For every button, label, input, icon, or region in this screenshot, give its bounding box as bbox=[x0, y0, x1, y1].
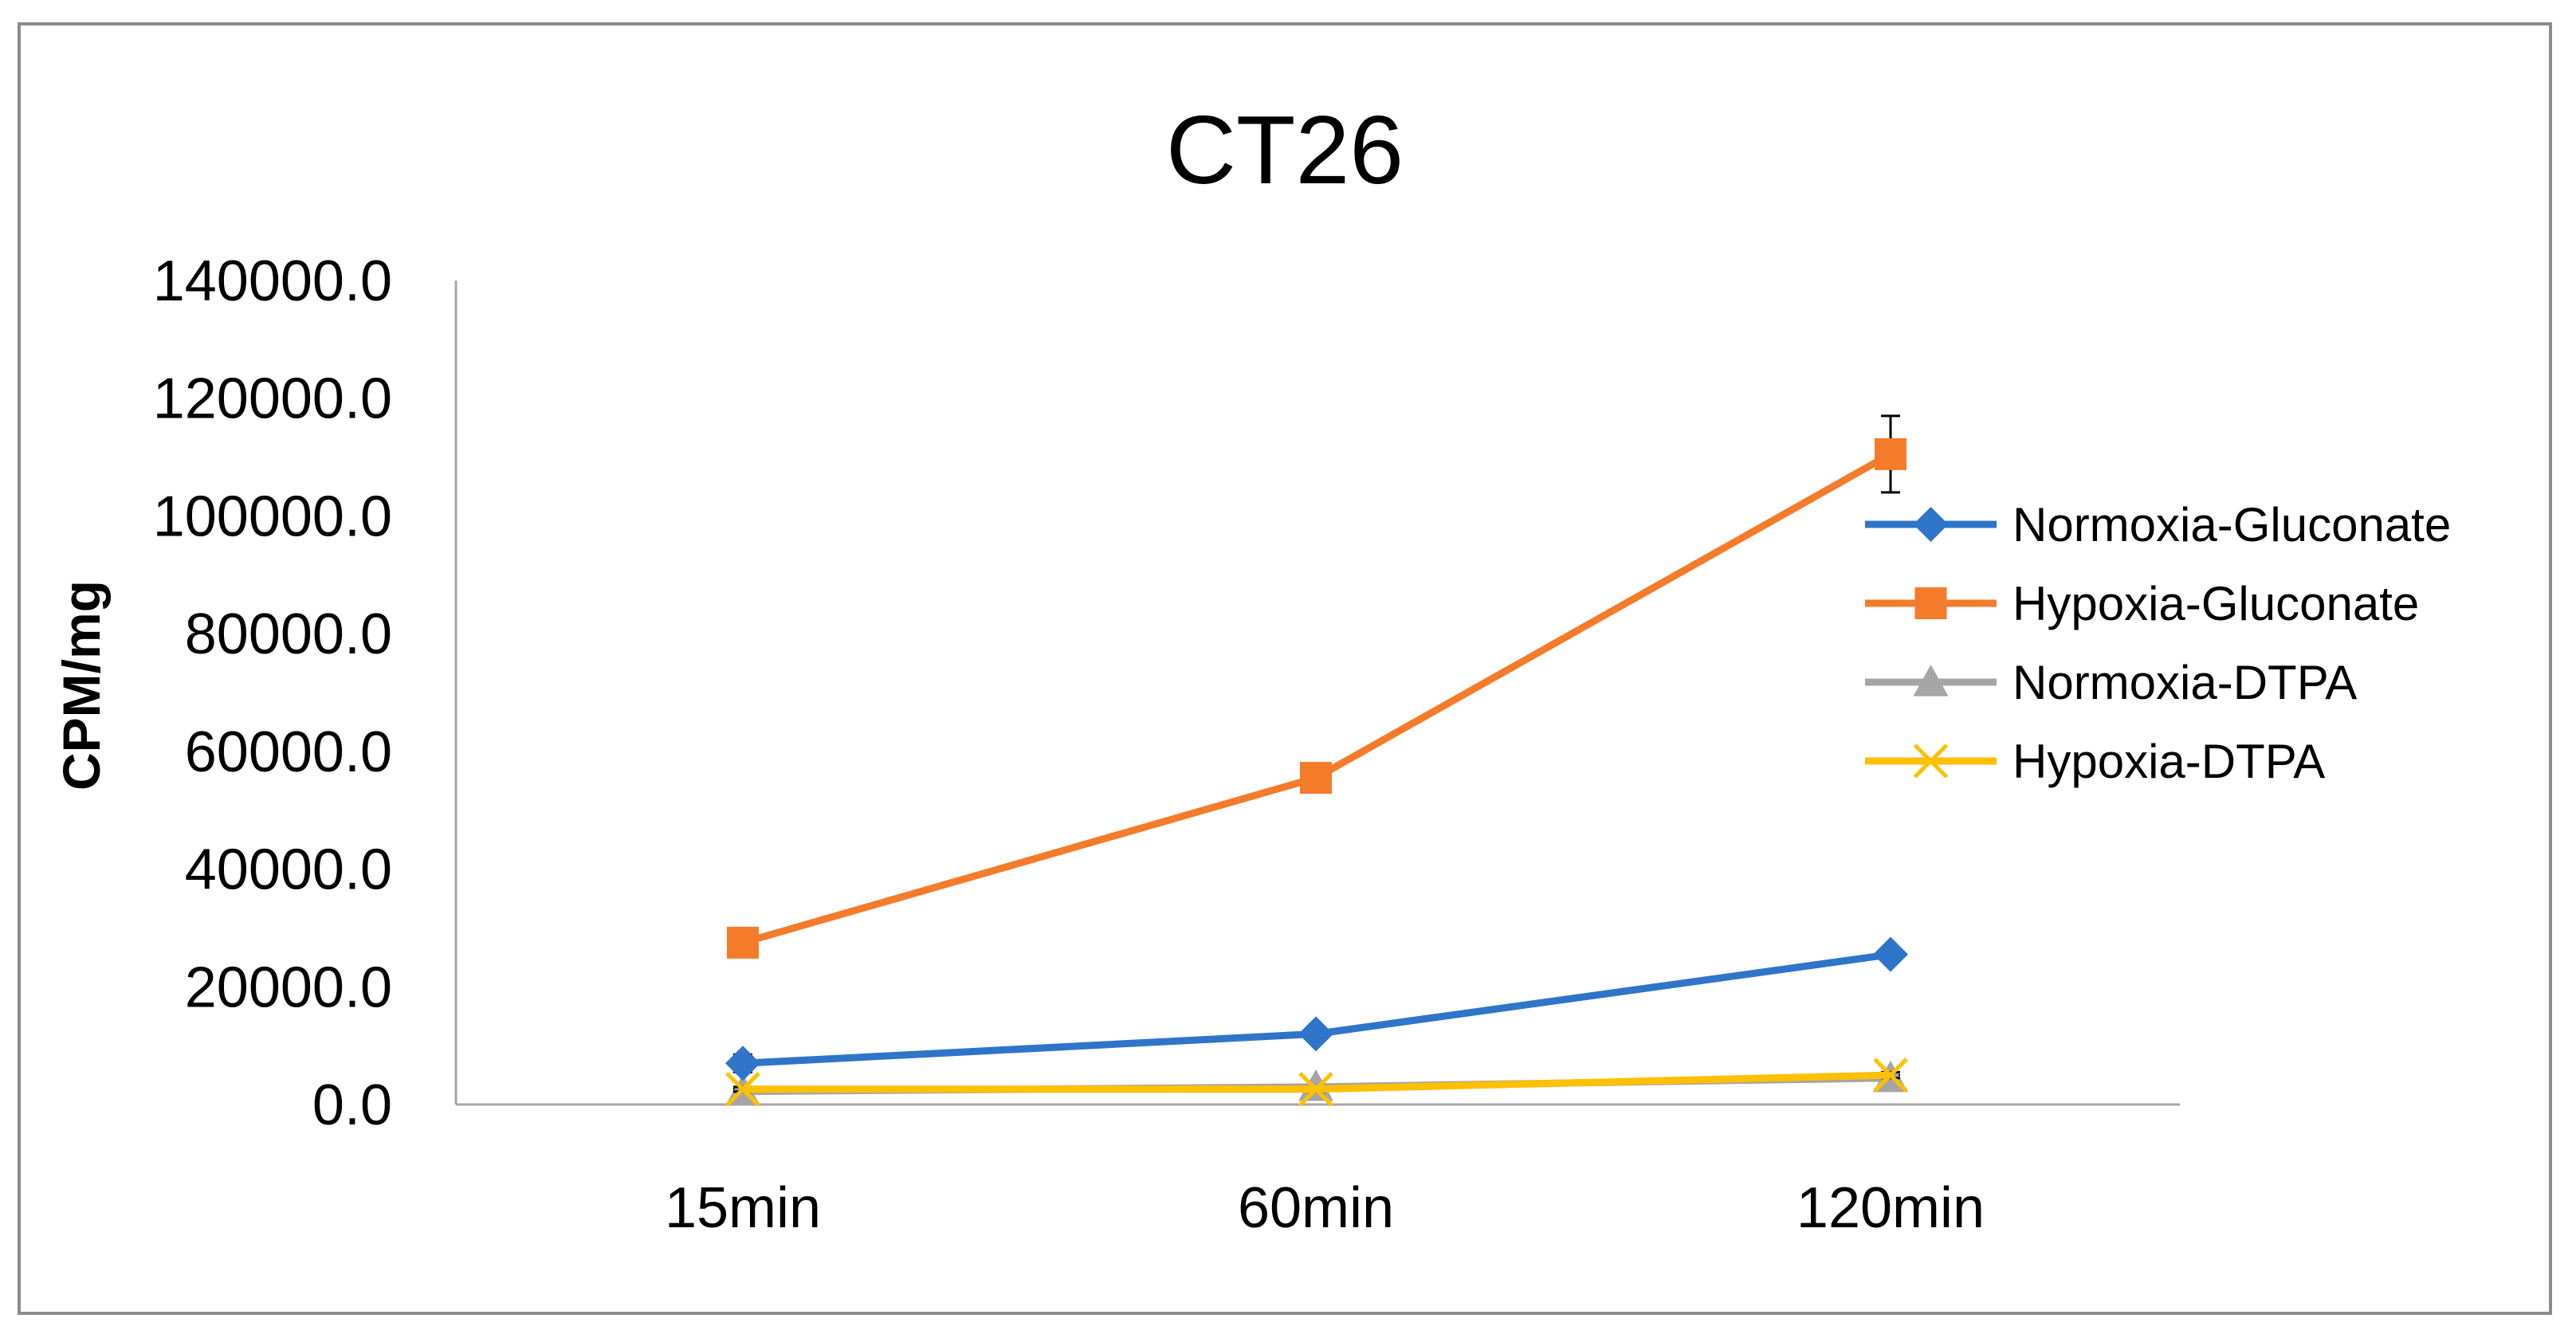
data-point bbox=[1298, 1016, 1333, 1052]
data-point bbox=[1875, 438, 1906, 470]
legend-label: Normoxia-Gluconate bbox=[2012, 498, 2451, 551]
series-layer bbox=[725, 414, 1908, 1107]
y-tick-label: 80000.0 bbox=[185, 602, 392, 666]
x-tick-label: 120min bbox=[1797, 1176, 1985, 1240]
series-hypoxia-dtpa bbox=[725, 1058, 1908, 1107]
x-tick-label: 15min bbox=[665, 1176, 821, 1240]
x-tick-label: 60min bbox=[1238, 1176, 1394, 1240]
legend-marker bbox=[1914, 587, 1947, 619]
y-tick-label: 120000.0 bbox=[153, 367, 392, 431]
legend-label: Hypoxia-Gluconate bbox=[2012, 577, 2419, 630]
legend-item: Hypoxia-Gluconate bbox=[1865, 577, 2419, 630]
series-hypoxia-gluconate bbox=[727, 414, 1906, 959]
legend-item: Normoxia-DTPA bbox=[1865, 656, 2357, 709]
legend-marker bbox=[1913, 744, 1949, 779]
data-point bbox=[1300, 762, 1332, 795]
y-tick-label: 60000.0 bbox=[185, 720, 392, 784]
y-tick-label: 140000.0 bbox=[153, 249, 392, 313]
legend-item: Normoxia-Gluconate bbox=[1865, 498, 2451, 551]
legend: Normoxia-Gluconate Hypoxia-Gluconate Normo… bbox=[1865, 498, 2451, 788]
y-tick-label: 100000.0 bbox=[153, 485, 392, 548]
series-normoxia-gluconate bbox=[725, 936, 1908, 1081]
data-point bbox=[1298, 1069, 1333, 1101]
legend-label: Hypoxia-DTPA bbox=[2012, 735, 2325, 788]
y-tick-label: 40000.0 bbox=[185, 838, 392, 902]
legend-label: Normoxia-DTPA bbox=[2012, 656, 2357, 709]
data-point bbox=[1873, 936, 1908, 972]
data-point bbox=[725, 1072, 760, 1107]
data-point bbox=[727, 926, 759, 959]
data-point bbox=[1298, 1072, 1333, 1107]
data-point bbox=[1873, 1058, 1908, 1093]
chart-frame bbox=[18, 22, 2552, 1315]
y-axis-label: CPM/mg bbox=[52, 580, 111, 791]
y-tick-label: 0.0 bbox=[312, 1073, 392, 1137]
legend-item: Hypoxia-DTPA bbox=[1865, 735, 2325, 788]
axes: 0.0 20000.0 40000.0 60000.0 80000.0 100000.0 1… bbox=[153, 249, 2180, 1240]
series-line bbox=[741, 450, 1893, 947]
legend-marker bbox=[1913, 507, 1949, 542]
data-point bbox=[725, 1046, 760, 1081]
y-tick-label: 20000.0 bbox=[185, 955, 392, 1019]
series-normoxia-dtpa bbox=[725, 1060, 1908, 1106]
legend-marker bbox=[1913, 665, 1949, 697]
chart-title: CT26 bbox=[1166, 96, 1404, 204]
